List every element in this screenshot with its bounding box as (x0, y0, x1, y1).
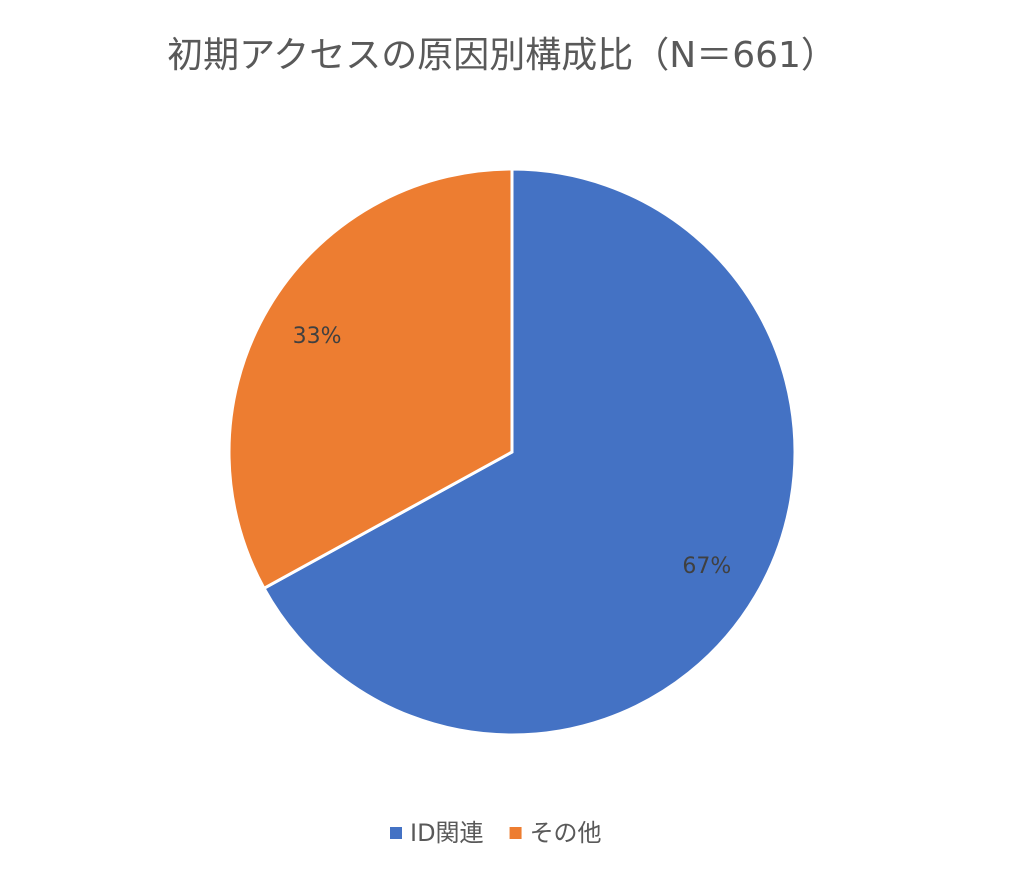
pie-slice (227, 167, 514, 591)
legend-label: その他 (530, 819, 602, 847)
value-label: 33% (293, 324, 342, 349)
legend-label: ID関連 (410, 819, 484, 847)
legend-swatch (390, 827, 402, 839)
pie-slice (261, 167, 797, 737)
value-label: 67% (682, 554, 731, 579)
legend-swatch (509, 827, 522, 839)
chart-title: 初期アクセスの原因別構成比（N＝661） (167, 35, 837, 76)
